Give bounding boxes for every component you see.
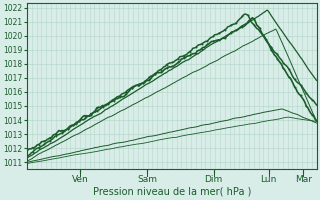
X-axis label: Pression niveau de la mer( hPa ): Pression niveau de la mer( hPa ) [92, 187, 251, 197]
